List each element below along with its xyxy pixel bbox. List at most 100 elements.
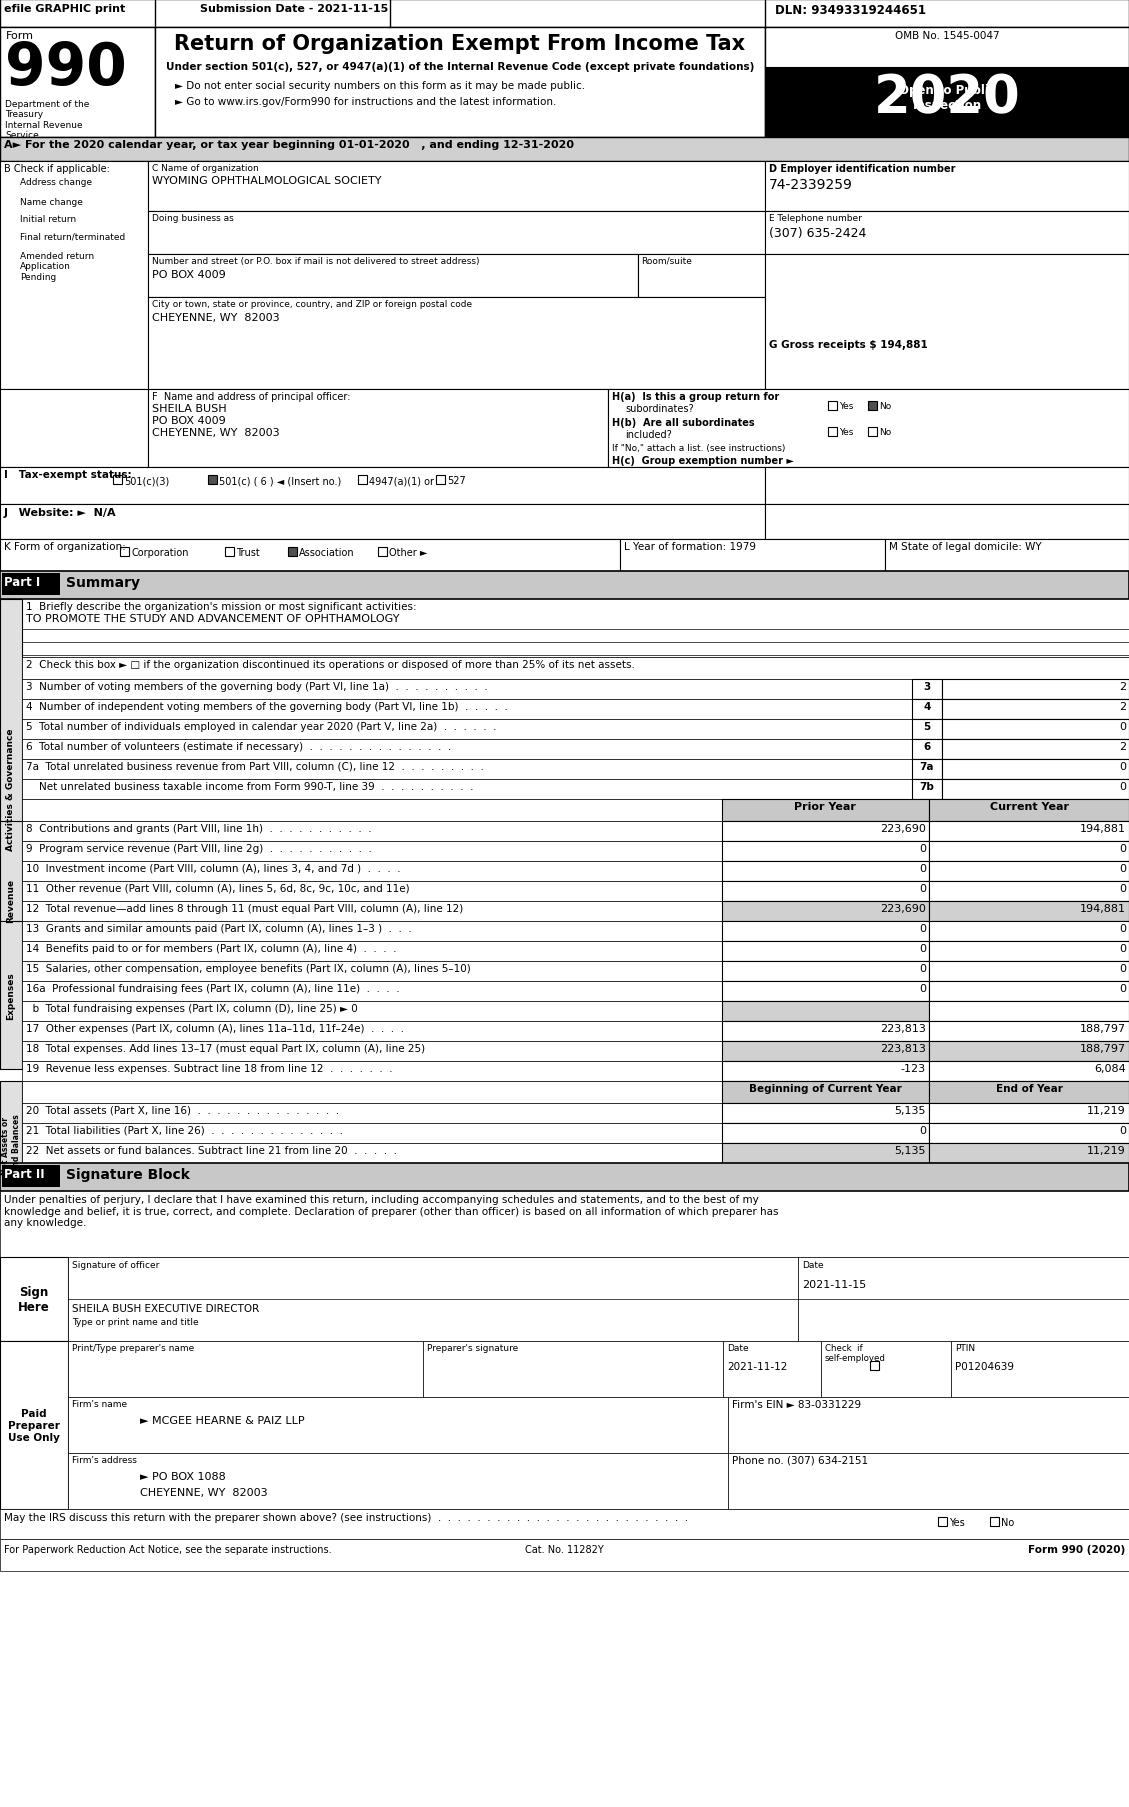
Bar	[21, 1144, 723, 1164]
Text: 20  Total assets (Part X, line 16)  .  .  .  .  .  .  .  .  .  .  .  .  .  .  .: 20 Total assets (Part X, line 16) . . . …	[26, 1106, 339, 1115]
Text: 4  Number of independent voting members of the governing body (Part VI, line 1b): 4 Number of independent voting members o…	[26, 701, 508, 712]
Text: 7b: 7b	[919, 782, 935, 791]
Text: A► For the 2020 calendar year, or tax year beginning 01-01-2020   , and ending 1: A► For the 2020 calendar year, or tax ye…	[5, 139, 574, 150]
Bar	[765, 255, 1129, 390]
Text: SHEILA BUSH: SHEILA BUSH	[152, 403, 227, 414]
Text: Signature of officer: Signature of officer	[72, 1259, 159, 1269]
Bar	[0, 1164, 1129, 1191]
Text: Date: Date	[802, 1259, 824, 1269]
Text: Part II: Part II	[5, 1167, 45, 1180]
Text: Check  if
self-employed: Check if self-employed	[825, 1343, 886, 1362]
Bar	[2, 573, 60, 596]
Bar	[728, 1453, 1129, 1509]
Text: 0: 0	[919, 844, 926, 853]
Bar	[942, 719, 1129, 739]
Bar	[21, 862, 723, 882]
Bar	[942, 699, 1129, 719]
Text: 5  Total number of individuals employed in calendar year 2020 (Part V, line 2a) : 5 Total number of individuals employed i…	[26, 721, 497, 732]
Text: 4: 4	[924, 701, 930, 712]
Text: H(b)  Are all subordinates: H(b) Are all subordinates	[612, 417, 754, 428]
Text: Doing business as: Doing business as	[152, 213, 234, 222]
Bar	[0, 468, 765, 504]
Bar	[0, 163, 148, 390]
Bar	[868, 401, 877, 410]
Bar	[148, 298, 765, 390]
Bar	[148, 390, 609, 468]
Text: Name change: Name change	[20, 199, 82, 206]
Text: Number and street (or P.O. box if mail is not delivered to street address): Number and street (or P.O. box if mail i…	[152, 257, 480, 266]
Text: 7a  Total unrelated business revenue from Part VIII, column (C), line 12  .  .  : 7a Total unrelated business revenue from…	[26, 761, 484, 772]
Text: G Gross receipts $ 194,881: G Gross receipts $ 194,881	[769, 340, 928, 351]
Text: No: No	[879, 428, 891, 437]
Text: Open to Public
Inspection: Open to Public Inspection	[899, 83, 996, 112]
Bar	[723, 799, 929, 822]
Bar	[21, 981, 723, 1001]
Text: 6  Total number of volunteers (estimate if necessary)  .  .  .  .  .  .  .  .  .: 6 Total number of volunteers (estimate i…	[26, 741, 452, 752]
Text: 2: 2	[1119, 681, 1126, 692]
Text: Net unrelated business taxable income from Form 990-T, line 39  .  .  .  .  .  .: Net unrelated business taxable income fr…	[26, 782, 473, 791]
Text: 2: 2	[1119, 701, 1126, 712]
Text: 12  Total revenue—add lines 8 through 11 (must equal Part VIII, column (A), line: 12 Total revenue—add lines 8 through 11 …	[26, 904, 463, 914]
Bar	[378, 548, 387, 557]
Text: 0: 0	[1119, 782, 1126, 791]
Bar	[288, 548, 297, 557]
Text: ► PO BOX 1088: ► PO BOX 1088	[140, 1471, 226, 1482]
Text: Submission Date - 2021-11-15: Submission Date - 2021-11-15	[200, 4, 388, 14]
Text: Initial return: Initial return	[20, 215, 76, 224]
Bar	[436, 475, 445, 484]
Bar	[21, 822, 723, 842]
Bar	[723, 1341, 821, 1397]
Text: -123: -123	[901, 1063, 926, 1073]
Bar	[21, 1104, 723, 1124]
Bar	[21, 739, 912, 759]
Text: DLN: 93493319244651: DLN: 93493319244651	[774, 4, 926, 16]
Text: 1  Briefly describe the organization's mission or most significant activities:: 1 Briefly describe the organization's mi…	[26, 602, 417, 611]
Text: Form 990 (2020): Form 990 (2020)	[1027, 1545, 1124, 1554]
Text: 0: 0	[1119, 864, 1126, 873]
Bar	[723, 981, 929, 1001]
Text: Association: Association	[299, 548, 355, 558]
Text: K Form of organization:: K Form of organization:	[5, 542, 125, 551]
Bar	[21, 759, 912, 779]
Text: 0: 0	[919, 943, 926, 954]
Text: Firm's EIN ► 83-0331229: Firm's EIN ► 83-0331229	[732, 1399, 861, 1409]
Text: Final return/terminated: Final return/terminated	[20, 231, 125, 240]
Bar	[723, 1104, 929, 1124]
Bar	[0, 1341, 68, 1509]
Bar	[21, 600, 1129, 658]
Text: 6: 6	[924, 741, 930, 752]
Bar	[21, 1081, 723, 1104]
Text: End of Year: End of Year	[996, 1084, 1062, 1093]
Text: Yes: Yes	[839, 428, 854, 437]
Text: efile GRAPHIC print: efile GRAPHIC print	[5, 4, 125, 14]
Bar	[723, 922, 929, 941]
Text: 11  Other revenue (Part VIII, column (A), lines 5, 6d, 8c, 9c, 10c, and 11e): 11 Other revenue (Part VIII, column (A),…	[26, 884, 410, 893]
Bar	[942, 739, 1129, 759]
Bar	[828, 428, 837, 437]
Bar	[0, 137, 1129, 163]
Bar	[929, 842, 1129, 862]
Bar	[0, 1081, 21, 1209]
Text: ► Do not enter social security numbers on this form as it may be made public.: ► Do not enter social security numbers o…	[175, 81, 585, 90]
Bar	[21, 941, 723, 961]
Text: PO BOX 4009: PO BOX 4009	[152, 416, 226, 426]
Bar	[765, 468, 1129, 504]
Text: Address change: Address change	[20, 177, 93, 186]
Bar	[929, 981, 1129, 1001]
Text: F  Name and address of principal officer:: F Name and address of principal officer:	[152, 392, 350, 401]
Bar	[765, 504, 1129, 540]
Bar	[0, 1191, 1129, 1258]
Text: Activities & Governance: Activities & Governance	[7, 728, 16, 851]
Text: 223,690: 223,690	[881, 904, 926, 914]
Text: 17  Other expenses (Part IX, column (A), lines 11a–11d, 11f–24e)  .  .  .  .: 17 Other expenses (Part IX, column (A), …	[26, 1023, 404, 1034]
Bar	[113, 475, 122, 484]
Text: 5,135: 5,135	[894, 1146, 926, 1155]
Text: H(c)  Group exemption number ►: H(c) Group exemption number ►	[612, 455, 794, 466]
Text: 11,219: 11,219	[1087, 1146, 1126, 1155]
Text: 18  Total expenses. Add lines 13–17 (must equal Part IX, column (A), line 25): 18 Total expenses. Add lines 13–17 (must…	[26, 1043, 426, 1053]
Text: 74-2339259: 74-2339259	[769, 177, 852, 192]
Bar	[723, 1061, 929, 1081]
Bar	[120, 548, 129, 557]
Bar	[929, 941, 1129, 961]
Bar	[821, 1341, 951, 1397]
